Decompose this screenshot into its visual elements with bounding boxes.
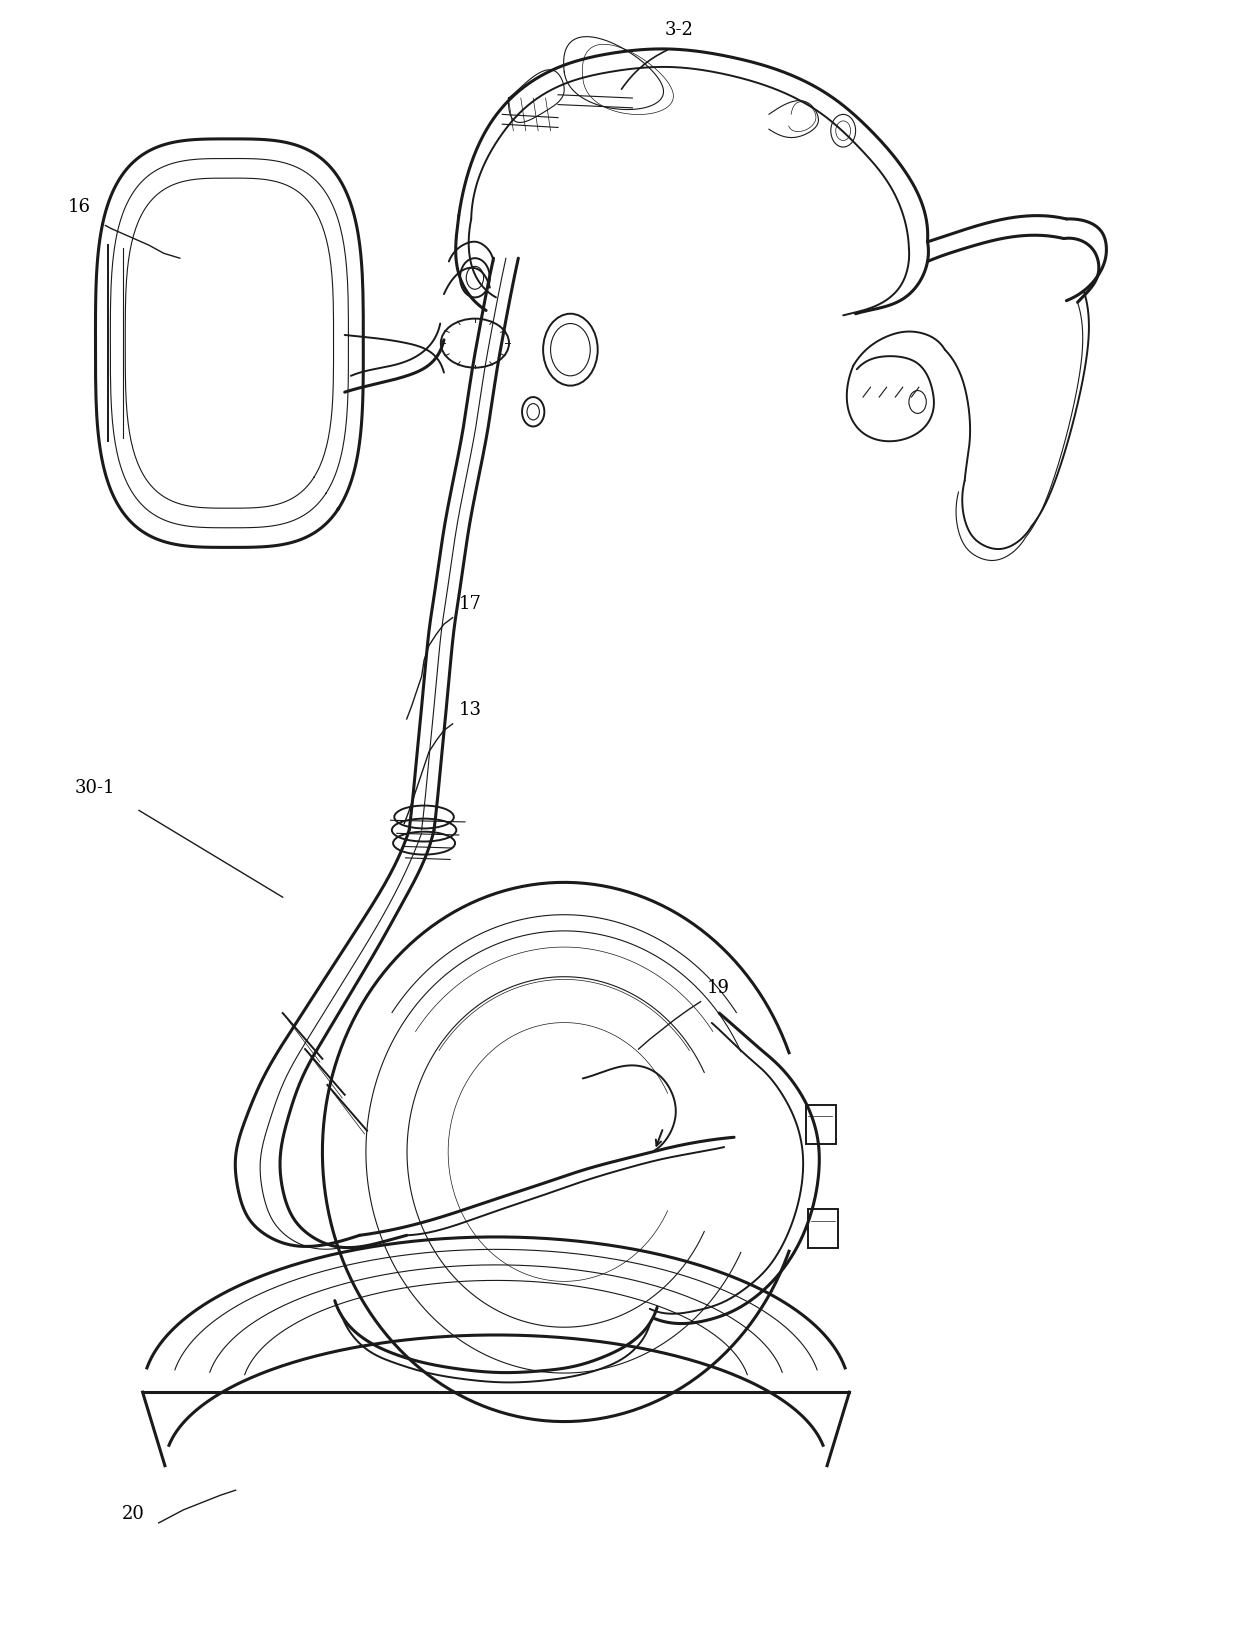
- Bar: [806, 1105, 836, 1144]
- Text: 13: 13: [459, 701, 482, 719]
- Text: 3-2: 3-2: [665, 21, 693, 39]
- Text: 17: 17: [459, 595, 481, 613]
- Bar: [808, 1209, 838, 1248]
- Text: 19: 19: [707, 979, 730, 997]
- Text: 16: 16: [68, 198, 92, 216]
- Text: 20: 20: [122, 1505, 144, 1523]
- Text: 30-1: 30-1: [74, 779, 115, 797]
